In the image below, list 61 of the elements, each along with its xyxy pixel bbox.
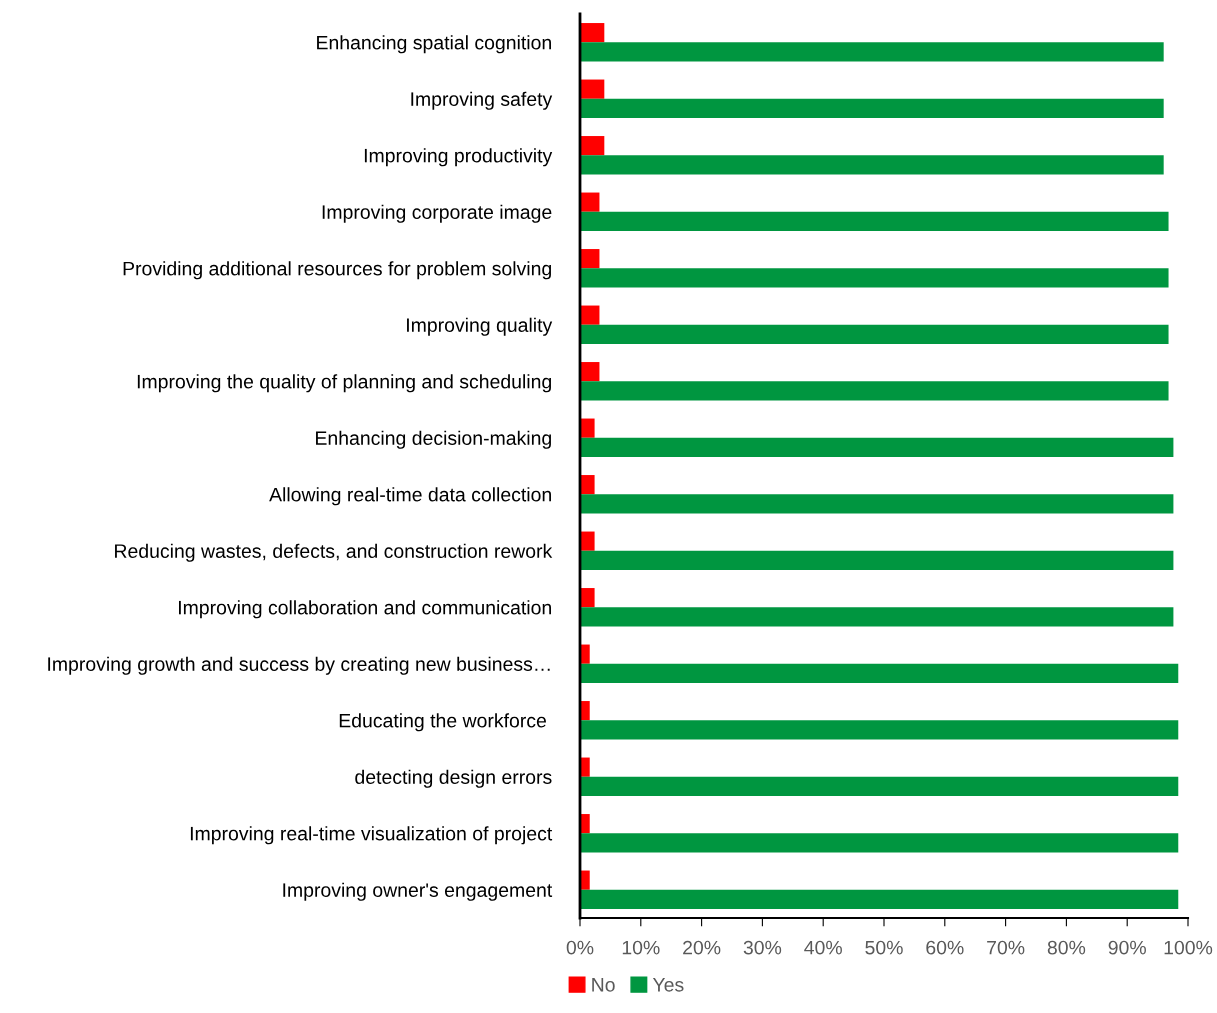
x-tick-label: 70% — [987, 940, 1025, 955]
legend-label: Yes — [652, 978, 684, 992]
bar — [580, 192, 600, 212]
x-tick-label: 100% — [1164, 940, 1213, 955]
bar — [580, 42, 1164, 62]
y-tick-label: Enhancing spatial cognition — [317, 35, 551, 54]
y-tick-label: Improving collaboration and communication — [179, 600, 551, 619]
y-tick-label: Reducing wastes, defects, and construction rework — [115, 543, 553, 562]
bar — [580, 814, 590, 834]
bar — [580, 249, 600, 269]
bar — [580, 588, 595, 608]
bar — [580, 437, 1174, 457]
x-tick-label: 30% — [743, 940, 782, 955]
x-tick-label: 40% — [804, 940, 842, 955]
bar — [580, 79, 605, 99]
y-tick-label: Improving the quality of planning and scheduling — [137, 374, 551, 393]
y-tick-label: Improving corporate image — [322, 204, 552, 223]
bar — [580, 23, 605, 43]
bar — [580, 663, 1179, 683]
bar — [580, 701, 590, 721]
bar — [580, 305, 600, 325]
x-tick-label: 10% — [622, 940, 660, 955]
bar — [580, 418, 595, 438]
y-tick-label: Educating the workforce — [339, 713, 546, 732]
bar — [580, 720, 1179, 740]
bar — [580, 550, 1174, 570]
x-tick-label: 90% — [1108, 940, 1146, 955]
x-tick-label: 60% — [926, 940, 964, 955]
bar — [580, 136, 605, 156]
bar — [580, 475, 595, 495]
y-tick-label: Providing additional resources for problem solving — [123, 261, 551, 280]
bar — [580, 211, 1169, 231]
y-tick-label: Improving safety — [411, 91, 553, 110]
legend-label: No — [592, 978, 615, 992]
bar — [580, 870, 590, 890]
bar — [580, 757, 590, 777]
x-tick-label: 80% — [1047, 940, 1086, 955]
y-tick-label: Enhancing decision-making — [316, 430, 551, 449]
bar — [580, 833, 1179, 853]
bar — [580, 531, 595, 551]
bar — [580, 381, 1169, 401]
bar — [580, 494, 1174, 514]
bar — [580, 362, 600, 382]
y-tick-label: Improving quality — [407, 317, 553, 336]
bar — [580, 268, 1169, 288]
bar — [580, 98, 1164, 118]
x-tick-label: 50% — [865, 940, 903, 955]
bar — [580, 324, 1169, 344]
y-tick-label: detecting design errors — [355, 769, 552, 788]
bar — [580, 644, 590, 664]
bar — [580, 155, 1164, 175]
bar — [580, 776, 1179, 796]
y-tick-label: Improving real-time visualization of project — [190, 826, 553, 845]
bar — [580, 607, 1174, 627]
y-tick-label: Improving owner's engagement — [283, 882, 553, 901]
y-tick-label: Allowing real-time data collection — [269, 487, 551, 506]
y-tick-label: Improving growth and success by creating new business… — [48, 656, 550, 675]
bar — [580, 889, 1179, 909]
x-tick-label: 0% — [566, 940, 594, 955]
x-tick-label: 20% — [683, 940, 721, 955]
y-tick-label: Improving productivity — [364, 148, 553, 167]
